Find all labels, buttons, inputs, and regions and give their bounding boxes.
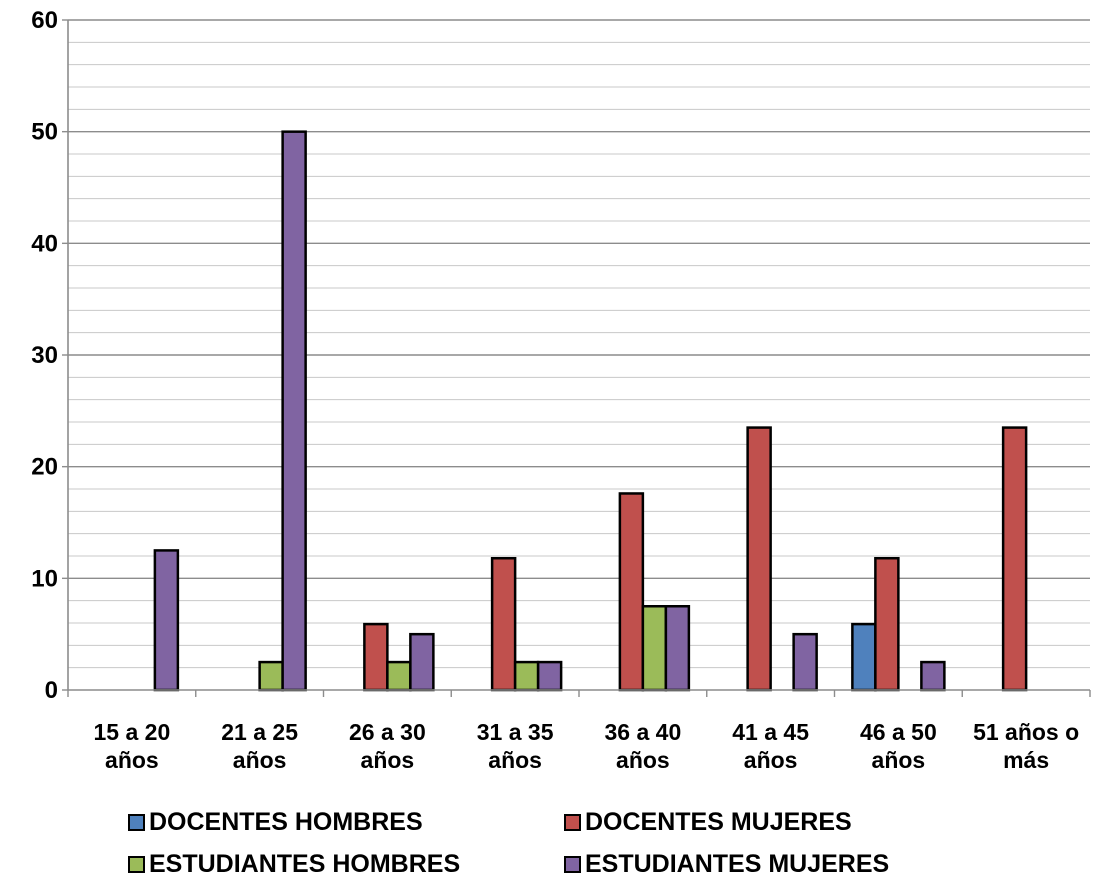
x-category-label: 31 a 35 años xyxy=(477,719,554,773)
bar xyxy=(490,556,517,692)
legend: DOCENTES HOMBRES DOCENTES MUJERES ESTUDI… xyxy=(0,800,1094,886)
legend-swatch xyxy=(128,856,145,873)
bar xyxy=(153,549,180,692)
legend-label: ESTUDIANTES MUJERES xyxy=(585,850,890,878)
y-tick-label: 30 xyxy=(31,342,58,369)
bar xyxy=(920,660,946,692)
gridlines xyxy=(68,19,1090,669)
legend-swatch xyxy=(564,856,581,873)
y-tick-label: 10 xyxy=(31,565,58,592)
x-category-label: 51 años o más xyxy=(973,719,1079,773)
legend-label: ESTUDIANTES HOMBRES xyxy=(149,850,461,878)
legend-label: DOCENTES HOMBRES xyxy=(149,808,423,836)
x-category-label: 41 a 45 años xyxy=(732,719,809,773)
bar xyxy=(386,660,412,692)
bar-chart: 0 10 20 30 40 50 60 15 a 20 años 21 a 25 años 26 a… xyxy=(31,7,1091,773)
bar xyxy=(536,660,563,692)
x-category-label: 46 a 50 años xyxy=(860,719,937,773)
legend-label: DOCENTES MUJERES xyxy=(585,808,852,836)
bar xyxy=(363,622,389,692)
legend-item-estudiantes-mujeres: ESTUDIANTES MUJERES xyxy=(564,850,889,879)
y-tick-label: 50 xyxy=(31,119,58,146)
bar xyxy=(513,660,540,692)
y-tick-label: 20 xyxy=(31,454,58,481)
bar xyxy=(1001,426,1028,692)
bars xyxy=(153,130,1028,692)
bar xyxy=(746,426,772,692)
legend-swatch xyxy=(564,814,581,831)
y-axis-tick-labels: 0 10 20 30 40 50 60 xyxy=(31,7,58,704)
bar xyxy=(618,492,645,692)
bar xyxy=(409,632,435,692)
x-category-label: 26 a 30 años xyxy=(349,719,426,773)
bar xyxy=(281,130,307,692)
legend-item-docentes-hombres: DOCENTES HOMBRES xyxy=(128,808,423,837)
bar xyxy=(792,632,818,692)
bar xyxy=(874,556,900,692)
bar xyxy=(664,605,691,692)
x-axis-category-labels: 15 a 20 años 21 a 25 años 26 a 30 años 31 a 35… xyxy=(94,719,1080,773)
y-tick-label: 40 xyxy=(31,230,58,257)
axes xyxy=(62,19,1091,697)
x-category-label: 36 a 40 años xyxy=(605,719,682,773)
y-tick-label: 0 xyxy=(45,677,58,704)
x-category-label: 21 a 25 años xyxy=(221,719,298,773)
bar xyxy=(641,605,668,692)
legend-swatch xyxy=(128,814,145,831)
x-category-label: 15 a 20 años xyxy=(94,719,171,773)
bar xyxy=(851,622,877,692)
y-tick-label: 60 xyxy=(31,7,58,34)
legend-item-docentes-mujeres: DOCENTES MUJERES xyxy=(564,808,852,837)
bar xyxy=(258,660,284,692)
legend-item-estudiantes-hombres: ESTUDIANTES HOMBRES xyxy=(128,850,460,879)
